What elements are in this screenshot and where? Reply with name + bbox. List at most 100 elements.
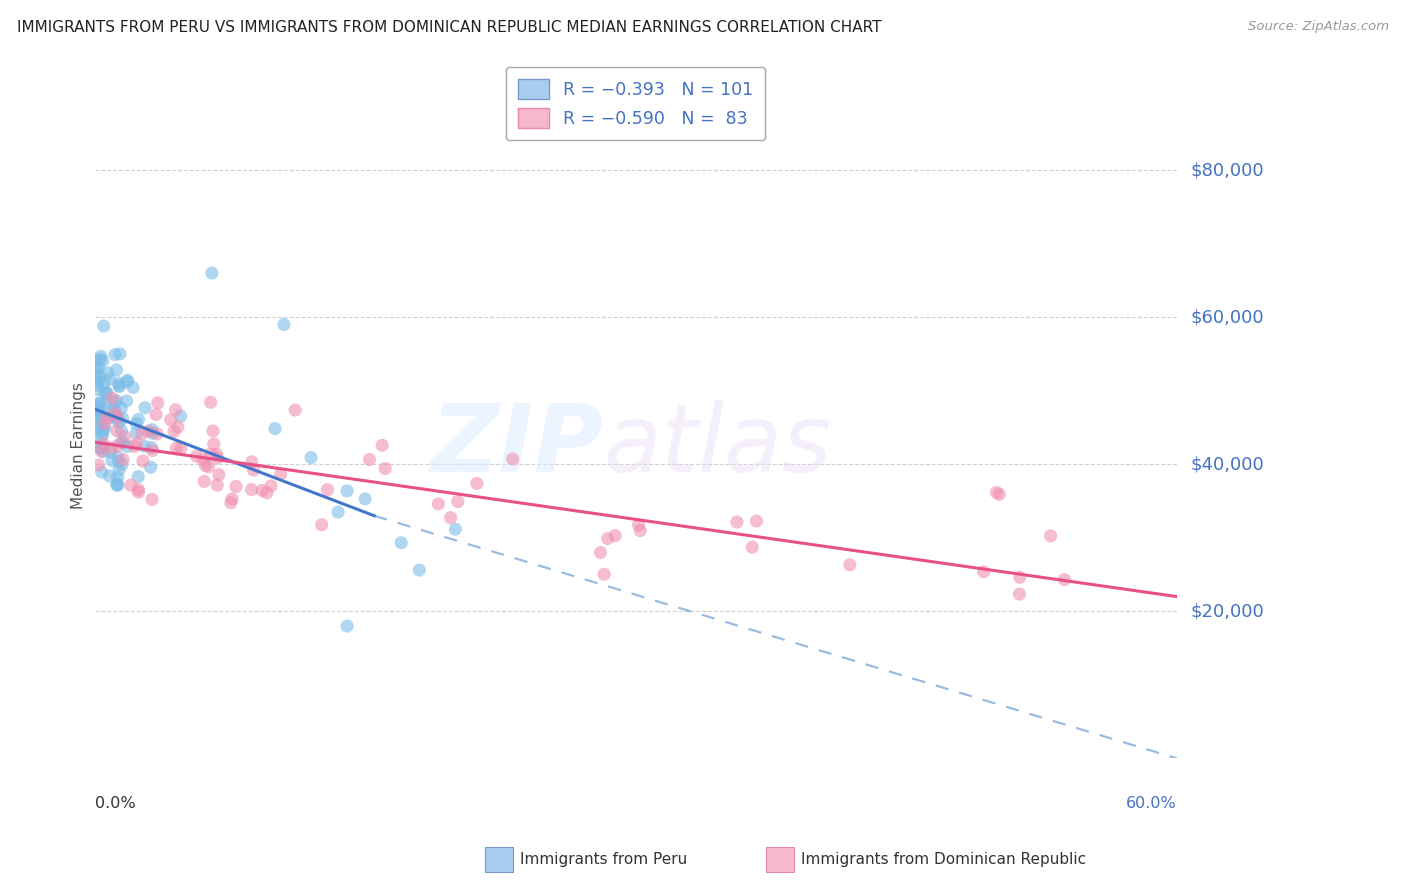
Point [110, 401, 132, 416]
Point [87, 360, 110, 375]
Point [93, 376, 115, 390]
Point [986, 485, 1008, 500]
Point [166, 420, 188, 434]
Point [146, 427, 169, 442]
Point [108, 463, 131, 477]
Point [87, 405, 110, 419]
Point [112, 452, 135, 467]
Point [134, 401, 156, 415]
Point [111, 411, 134, 425]
Point [264, 422, 287, 436]
Point [163, 425, 186, 439]
Point [207, 450, 229, 465]
Point [86, 378, 108, 392]
Point [311, 517, 333, 532]
Point [284, 403, 307, 417]
Point [107, 438, 129, 452]
Point [122, 380, 145, 394]
Point [84, 400, 107, 414]
Point [108, 347, 131, 361]
Point [374, 461, 396, 475]
Point [141, 441, 163, 455]
Point [91, 421, 114, 435]
Point [117, 375, 139, 389]
Point [205, 447, 228, 461]
Point [98, 372, 121, 386]
Point [138, 424, 160, 438]
Point [202, 437, 225, 451]
Point [502, 452, 524, 467]
Point [256, 485, 278, 500]
Point [127, 483, 149, 497]
Point [87, 383, 110, 397]
Point [326, 505, 349, 519]
Point [104, 408, 127, 422]
Point [219, 496, 242, 510]
Point [593, 567, 616, 582]
Point [605, 529, 627, 543]
Point [169, 409, 191, 424]
Point [408, 563, 430, 577]
Point [725, 515, 748, 529]
Text: IMMIGRANTS FROM PERU VS IMMIGRANTS FROM DOMINICAN REPUBLIC MEDIAN EARNINGS CORRE: IMMIGRANTS FROM PERU VS IMMIGRANTS FROM … [17, 20, 882, 35]
Point [91, 354, 114, 368]
Point [104, 406, 127, 420]
Point [100, 441, 122, 455]
Point [336, 619, 359, 633]
Point [201, 266, 224, 280]
Point [197, 459, 219, 474]
Point [94, 421, 117, 435]
Point [127, 469, 149, 483]
Point [89, 369, 111, 384]
Point [336, 483, 359, 498]
Point [131, 426, 153, 441]
Point [83, 404, 105, 418]
Text: 0.0%: 0.0% [94, 796, 135, 811]
Point [86, 366, 108, 380]
Point [1008, 570, 1031, 584]
Point [240, 455, 263, 469]
Point [316, 483, 339, 497]
Point [596, 532, 619, 546]
Point [125, 417, 148, 431]
Point [90, 441, 112, 455]
Point [86, 431, 108, 445]
Point [193, 475, 215, 489]
Point [200, 395, 222, 409]
Point [93, 410, 115, 425]
Point [87, 396, 110, 410]
Point [299, 450, 322, 465]
Point [108, 379, 131, 393]
Point [111, 458, 134, 472]
Point [96, 387, 118, 401]
Point [100, 445, 122, 459]
Point [104, 348, 127, 362]
Text: Immigrants from Peru: Immigrants from Peru [520, 853, 688, 867]
Point [105, 424, 128, 438]
Point [94, 384, 117, 399]
Point [117, 440, 139, 454]
Point [90, 349, 112, 363]
Point [90, 409, 112, 423]
Point [250, 483, 273, 498]
Point [110, 424, 132, 438]
Point [93, 437, 115, 451]
Point [371, 438, 394, 452]
Point [440, 510, 463, 524]
Point [117, 373, 139, 387]
Point [124, 439, 146, 453]
Point [125, 426, 148, 441]
Point [103, 395, 125, 409]
Point [91, 444, 114, 458]
Point [101, 453, 124, 467]
Point [201, 424, 224, 438]
Text: $60,000: $60,000 [1191, 308, 1264, 326]
Text: atlas: atlas [603, 401, 831, 491]
Point [745, 514, 768, 528]
Point [97, 366, 120, 380]
Point [98, 405, 121, 419]
Point [84, 418, 107, 433]
Point [465, 476, 488, 491]
Text: $40,000: $40,000 [1191, 455, 1264, 474]
Point [1039, 529, 1062, 543]
